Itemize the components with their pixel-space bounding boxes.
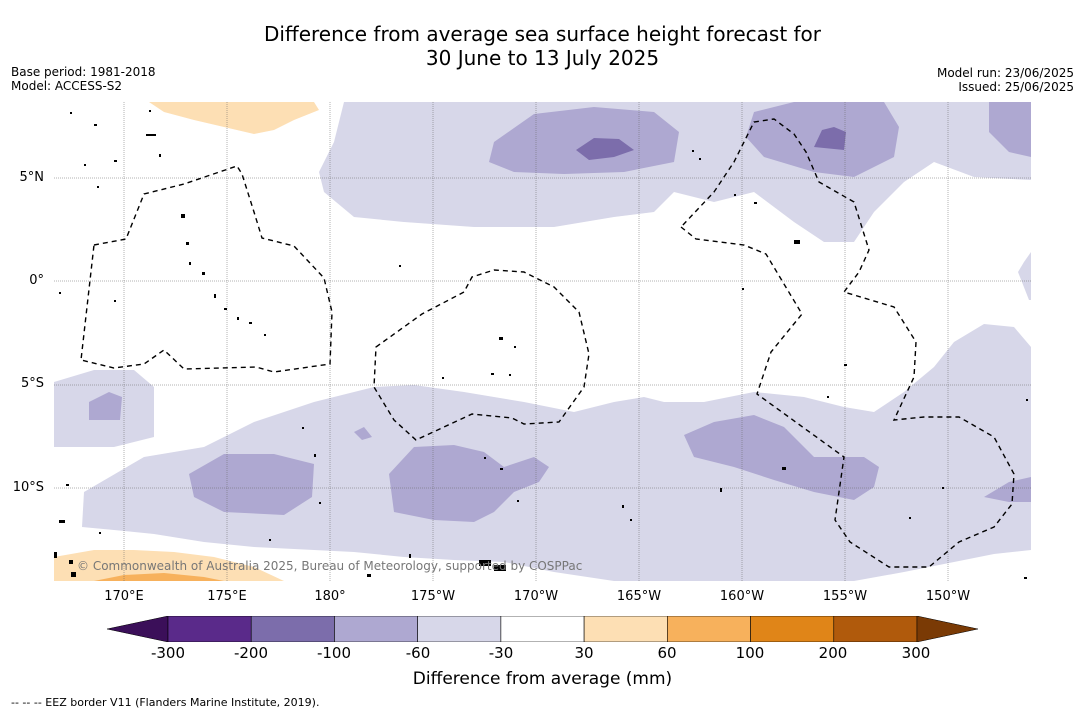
chart-title: Difference from average sea surface heig… — [0, 22, 1085, 70]
colorbar-tick: 200 — [818, 644, 848, 662]
copyright-notice: © Commonwealth of Australia 2025, Bureau… — [77, 559, 583, 573]
colorbar-tick: -60 — [405, 644, 431, 662]
title-line-1: Difference from average sea surface heig… — [263, 22, 822, 46]
eez-borders — [80, 118, 1015, 568]
model-run: Model run: 23/06/2025 — [936, 66, 1074, 80]
model-name: Model: ACCESS-S2 — [11, 79, 123, 93]
colorbar-tick: -300 — [150, 644, 186, 662]
colorbar-tick: 100 — [735, 644, 765, 662]
lat-label-5n: 5°N — [19, 170, 45, 185]
islands — [54, 110, 1028, 579]
anomaly-dark-purple — [576, 127, 846, 160]
colorbar-segment — [417, 616, 502, 642]
colorbar-tick: 60 — [657, 644, 677, 662]
colorbar-tick: -30 — [488, 644, 514, 662]
lon-label-155w: 155°W — [822, 589, 868, 604]
lon-label-165w: 165°W — [616, 589, 662, 604]
lon-label-175e: 175°E — [207, 589, 247, 604]
colorbar-tick: -100 — [316, 644, 352, 662]
colorbar — [107, 616, 979, 642]
base-period: Base period: 1981-2018 — [11, 65, 156, 79]
anomaly-light-purple — [54, 102, 1031, 581]
anomaly-medium-purple — [89, 102, 1031, 522]
lon-label-160w: 160°W — [719, 589, 765, 604]
eez-footnote: -- -- -- EEZ border V11 (Flanders Marine… — [11, 696, 320, 709]
colorbar-tick: 300 — [901, 644, 931, 662]
colorbar-tick: 30 — [574, 644, 594, 662]
colorbar-segment — [500, 616, 585, 642]
lat-label-10s: 10°S — [12, 480, 44, 495]
lon-label-180: 180° — [314, 589, 346, 604]
colorbar-segment — [750, 616, 835, 642]
meta-left: Base period: 1981-2018 Model: ACCESS-S2 — [11, 65, 156, 93]
colorbar-segment — [250, 616, 335, 642]
colorbar-segment — [833, 616, 918, 642]
colorbar-label: Difference from average (mm) — [412, 669, 673, 689]
anomaly-light-orange — [54, 102, 319, 581]
meta-right: Model run: 23/06/2025 Issued: 25/06/2025 — [937, 66, 1074, 94]
lat-label-0: 0° — [29, 273, 44, 288]
lon-label-150w: 150°W — [925, 589, 971, 604]
lon-label-170e: 170°E — [104, 589, 144, 604]
issued-date: Issued: 25/06/2025 — [958, 80, 1074, 94]
map-canvas — [54, 102, 1031, 581]
title-line-2: 30 June to 13 July 2025 — [425, 46, 660, 70]
forecast-map — [54, 102, 1031, 581]
colorbar-tick: -200 — [233, 644, 269, 662]
colorbar-segment — [667, 616, 751, 642]
colorbar-extend-high — [916, 616, 979, 642]
lon-label-175w: 175°W — [410, 589, 456, 604]
lon-label-170w: 170°W — [513, 589, 559, 604]
colorbar-segment — [167, 616, 252, 642]
colorbar-segment — [583, 616, 668, 642]
colorbar-extend-low — [107, 616, 169, 642]
graticule — [54, 102, 1031, 581]
colorbar-segment — [334, 616, 418, 642]
anomaly-orange — [94, 573, 224, 581]
lat-label-5s: 5°S — [20, 376, 44, 391]
